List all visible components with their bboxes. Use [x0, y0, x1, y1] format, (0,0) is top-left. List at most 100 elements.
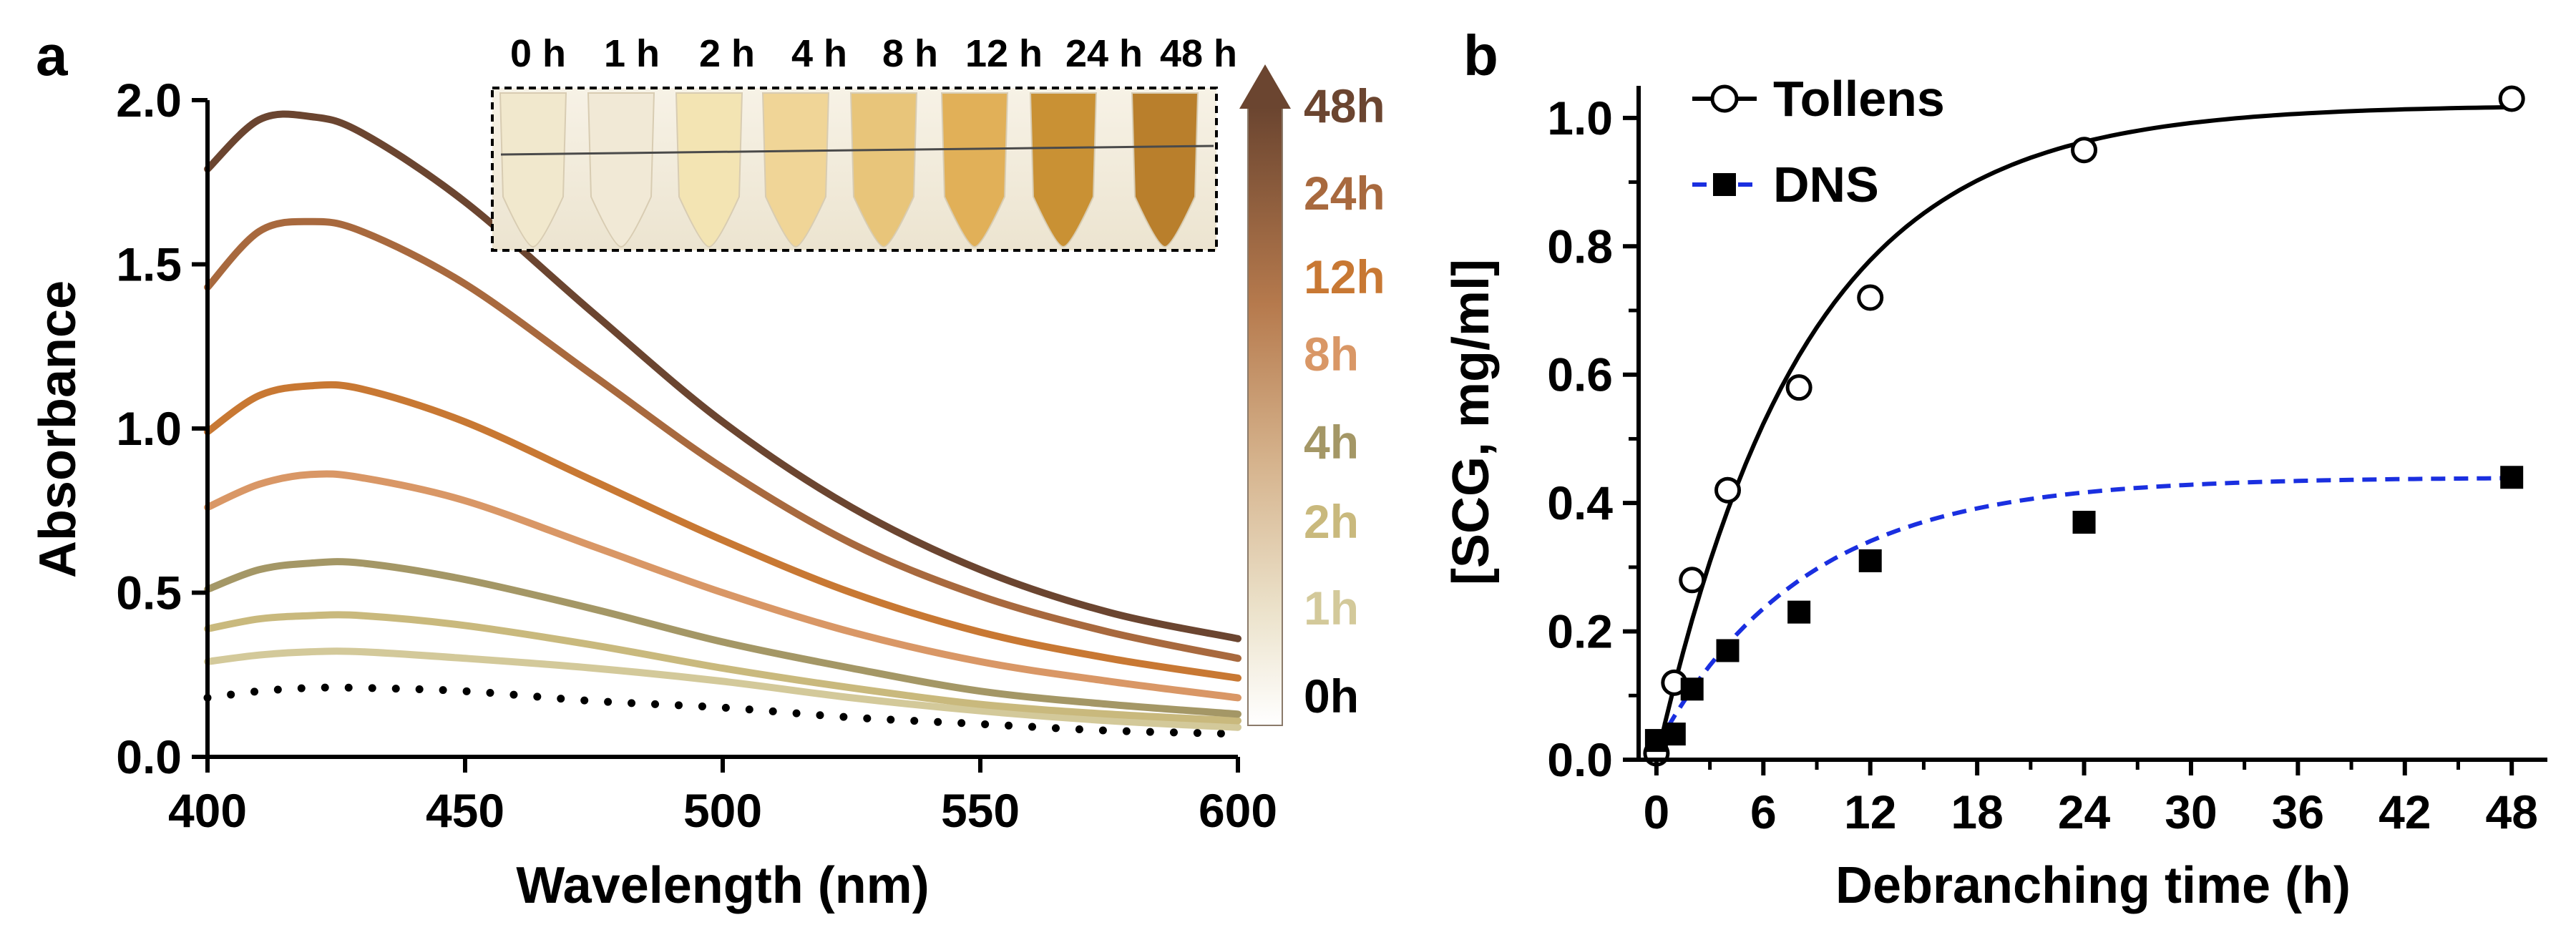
b-x-tick-label: 30 — [2165, 785, 2217, 838]
tube-4h — [761, 92, 830, 248]
b-x-tick-label: 24 — [2058, 785, 2111, 838]
tube-24h — [1029, 92, 1098, 248]
a-x-tick-label: 450 — [426, 784, 504, 837]
b-x-tick-label: 6 — [1750, 785, 1777, 838]
color-bar: 48h 24h 12h 8h 4h 2h 1h 0h — [1239, 64, 1385, 726]
absorbance-curve-1h — [204, 647, 1241, 731]
absorbance-curves — [203, 110, 1242, 738]
a-x-tick-label: 400 — [168, 784, 247, 837]
panel-b-label: b — [1463, 24, 1498, 87]
point-tollens — [1714, 476, 1742, 504]
a-x-tick-label: 600 — [1199, 784, 1277, 837]
photo-label-24h: 24 h — [1065, 32, 1143, 75]
data-points — [1643, 85, 2525, 767]
a-x-tick-label: 550 — [941, 784, 1020, 837]
absorbance-curve-8h — [204, 470, 1241, 702]
point-tollens — [1785, 374, 1813, 401]
a-y-tick-label: 0.5 — [116, 567, 182, 620]
tube-12h — [940, 92, 1009, 248]
a-y-ticks: 0.0 0.5 1.0 1.5 2.0 — [116, 74, 208, 783]
point-dns — [2500, 466, 2524, 489]
photo-label-0h: 0 h — [510, 32, 566, 75]
point-dns — [1716, 639, 1740, 662]
color-bar-label-4h: 4h — [1304, 416, 1359, 469]
photo-label-4h: 4 h — [791, 32, 847, 75]
a-y-axis-label: Absorbance — [29, 280, 87, 578]
a-y-tick-label: 2.0 — [116, 74, 182, 127]
b-x-tick-label: 0 — [1644, 785, 1670, 838]
color-bar-labels: 48h 24h 12h 8h 4h 2h 1h 0h — [1304, 79, 1385, 723]
b-y-tick-label: 0.2 — [1547, 605, 1613, 658]
tube-0h — [499, 92, 567, 248]
legend-dns-marker — [1713, 173, 1736, 196]
tube-photo-inset: 0 h 1 h 2 h 4 h 8 h 12 h 24 h 48 h — [491, 32, 1237, 252]
point-tollens — [2498, 85, 2525, 112]
point-dns — [1858, 549, 1882, 572]
b-y-tick-label: 0.4 — [1547, 476, 1613, 529]
point-dns — [2072, 511, 2096, 534]
color-bar-label-24h: 24h — [1304, 167, 1385, 220]
color-bar-label-48h: 48h — [1304, 79, 1385, 132]
absorbance-curve-48h — [204, 110, 1241, 642]
b-x-axis-label: Debranching time (h) — [1835, 857, 2351, 914]
a-x-tick-label: 500 — [683, 784, 762, 837]
b-x-tick-label: 12 — [1844, 785, 1896, 838]
legend: Tollens DNS — [1692, 71, 1945, 212]
absorbance-curve-2h — [204, 611, 1241, 725]
photo-label-48h: 48 h — [1160, 32, 1237, 75]
a-x-axis-label: Wavelength (nm) — [516, 857, 929, 914]
photo-label-8h: 8 h — [882, 32, 938, 75]
b-x-tick-label: 18 — [1951, 785, 2003, 838]
b-x-tick-label: 42 — [2379, 785, 2431, 838]
point-dns — [1680, 677, 1704, 701]
b-x-ticks: 0 6 12 18 24 30 36 42 48 — [1644, 760, 2538, 838]
point-tollens — [1857, 284, 1884, 311]
photo-label-2h: 2 h — [699, 32, 755, 75]
panel-a-label: a — [36, 24, 68, 87]
a-x-ticks: 400 450 500 550 600 — [168, 757, 1277, 837]
legend-dns-label: DNS — [1773, 157, 1879, 212]
point-dns — [1787, 600, 1811, 624]
point-tollens — [1679, 567, 1706, 594]
b-y-axis-label: [SCG, mg/ml] — [1443, 259, 1500, 585]
tube-1h — [587, 92, 655, 248]
absorbance-curve-4h — [204, 558, 1241, 718]
b-y-tick-label: 0.8 — [1547, 220, 1613, 273]
photo-label-12h: 12 h — [965, 32, 1043, 75]
color-bar-arrowhead — [1239, 64, 1291, 109]
tubes — [499, 92, 1199, 248]
b-y-tick-label: 0.0 — [1547, 733, 1613, 786]
photo-frame — [491, 87, 1218, 252]
a-y-tick-label: 0.0 — [116, 730, 182, 783]
point-tollens — [2071, 137, 2098, 164]
color-bar-label-0h: 0h — [1304, 670, 1359, 723]
tube-2h — [675, 92, 743, 248]
b-x-tick-label: 48 — [2485, 785, 2537, 838]
absorbance-curve-24h — [204, 217, 1241, 662]
tube-8h — [849, 92, 918, 248]
tube-48h — [1131, 92, 1199, 248]
b-x-tick-label: 36 — [2272, 785, 2324, 838]
photo-fill-line — [500, 145, 1214, 156]
photo-label-1h: 1 h — [604, 32, 660, 75]
legend-tollens-marker — [1710, 84, 1739, 113]
photo-time-labels: 0 h 1 h 2 h 4 h 8 h 12 h 24 h 48 h — [510, 32, 1237, 75]
b-y-tick-label: 1.0 — [1547, 92, 1613, 145]
absorbance-curve-0h — [203, 683, 1242, 738]
a-y-tick-label: 1.5 — [116, 238, 182, 291]
a-y-tick-label: 1.0 — [116, 402, 182, 455]
color-bar-label-12h: 12h — [1304, 250, 1385, 303]
b-y-ticks: 0.0 0.2 0.4 0.6 0.8 1.0 — [1547, 92, 1639, 786]
panel-a-chart: 400 450 500 550 600 0.0 0.5 1.0 1.5 2.0 Waveleng… — [29, 32, 1385, 914]
absorbance-curve-12h — [204, 381, 1241, 682]
legend-tollens-label: Tollens — [1773, 71, 1945, 127]
b-y-tick-label: 0.6 — [1547, 348, 1613, 401]
color-bar-label-1h: 1h — [1304, 582, 1359, 635]
color-bar-gradient — [1247, 107, 1283, 726]
panel-b-chart: 0 6 12 18 24 30 36 42 48 0.0 0.2 0.4 0.6 0.8 1.0 Debr… — [1443, 71, 2547, 914]
fit-curve-dns — [1654, 476, 2512, 748]
color-bar-label-8h: 8h — [1304, 328, 1359, 381]
point-dns — [1662, 723, 1686, 746]
color-bar-label-2h: 2h — [1304, 495, 1359, 548]
